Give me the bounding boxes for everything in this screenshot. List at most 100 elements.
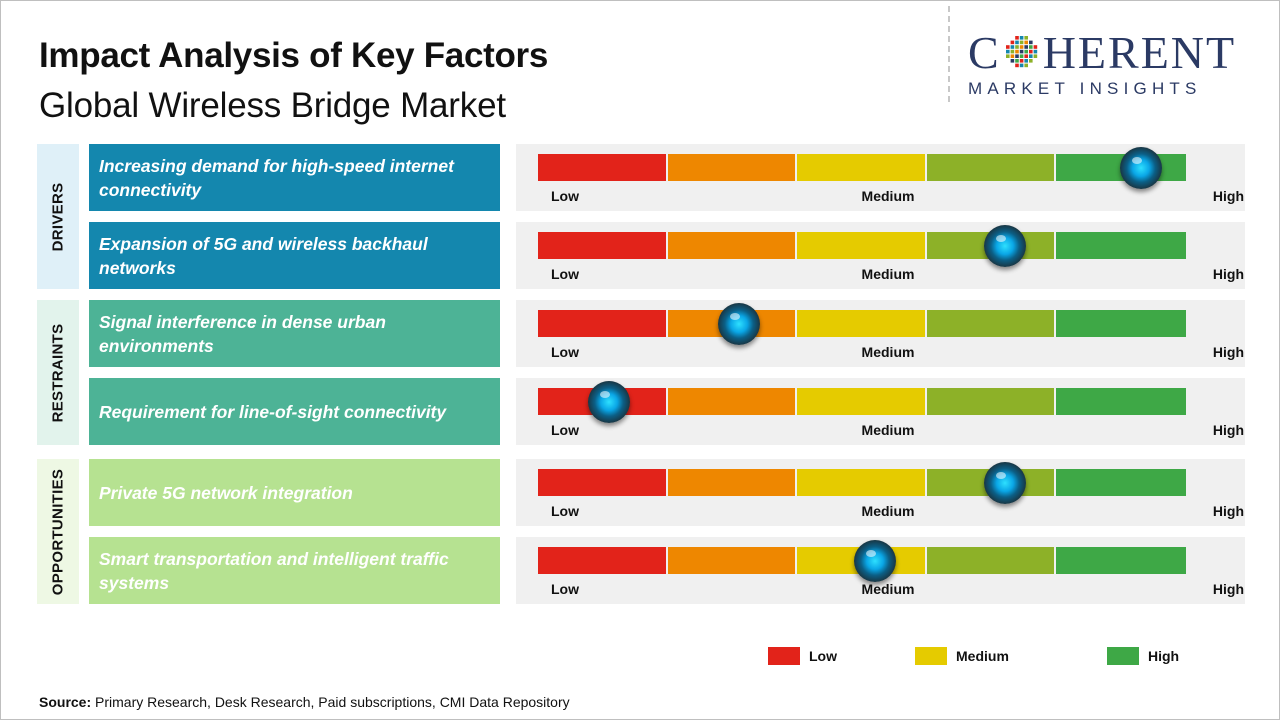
logo-mosaic-tile (1005, 54, 1010, 58)
scale-label-high: High (1212, 422, 1244, 438)
impact-scale-segment (538, 232, 666, 259)
impact-gauge: Low Medium High (516, 222, 1245, 289)
impact-scale-bar (538, 469, 1186, 496)
legend-swatch-high (1107, 647, 1139, 665)
impact-marker (983, 461, 1026, 504)
logo-mosaic-tile (1019, 59, 1024, 63)
factor-label: Signal interference in dense urban envir… (89, 300, 500, 367)
scale-label-medium: Medium (861, 422, 915, 438)
legend-label-high: High (1148, 648, 1180, 664)
logo-mosaic-tile (1019, 45, 1024, 49)
category-label-restraints: RESTRAINTS (37, 300, 79, 445)
factor-label: Increasing demand for high-speed interne… (89, 144, 500, 211)
impact-scale-segment (926, 310, 1055, 337)
impact-scale-segment (538, 469, 666, 496)
legend-label-medium: Medium (956, 648, 1009, 664)
logo-mosaic-tile (1010, 40, 1014, 45)
legend-label-low: Low (809, 648, 837, 664)
logo-mosaic-tile (1024, 63, 1028, 68)
scale-label-medium: Medium (861, 188, 915, 204)
scale-label-low: Low (551, 266, 579, 282)
logo-mosaic-tile (1028, 40, 1033, 45)
logo-mosaic-tile (1014, 63, 1019, 68)
logo-mosaic-tile (1010, 59, 1014, 63)
logo-mosaic-tile (1014, 45, 1019, 49)
header-divider (948, 6, 950, 102)
scale-label-high: High (1212, 344, 1244, 360)
logo-tagline: MARKET INSIGHTS (968, 79, 1202, 98)
legend-item-high: High (1107, 647, 1179, 665)
logo-mosaic-tile (1014, 36, 1019, 40)
category-label-drivers: DRIVERS (37, 144, 79, 289)
logo-mosaic-tile (1010, 49, 1014, 54)
impact-scale-segment (926, 547, 1055, 574)
impact-scale-segment (1056, 232, 1186, 259)
impact-scale-segment (538, 154, 666, 181)
impact-gauge: Low Medium High (516, 537, 1245, 604)
impact-scale-segment (667, 547, 796, 574)
impact-scale-segment (926, 154, 1055, 181)
impact-scale-segment (538, 547, 666, 574)
logo-letters-herent: HERENT (1042, 27, 1237, 78)
category-text: OPPORTUNITIES (49, 468, 67, 595)
legend-item-low: Low (768, 647, 837, 665)
impact-gauge: Low Medium High (516, 144, 1245, 211)
factor-label: Expansion of 5G and wireless backhaul ne… (89, 222, 500, 289)
logo-mosaic-tile (1014, 49, 1019, 54)
impact-scale-bar (538, 232, 1186, 259)
impact-scale-segment (797, 232, 925, 259)
impact-scale-segment (1056, 310, 1186, 337)
impact-scale-segment (667, 232, 796, 259)
factor-label: Private 5G network integration (89, 459, 500, 526)
legend-item-medium: Medium (915, 647, 1009, 665)
impact-marker (983, 224, 1026, 267)
logo-mosaic-tile (1024, 59, 1028, 63)
impact-scale-segment (667, 154, 796, 181)
category-text: DRIVERS (49, 182, 67, 251)
scale-label-medium: Medium (861, 266, 915, 282)
scale-label-low: Low (551, 503, 579, 519)
logo-mosaic-tile (1019, 36, 1024, 40)
impact-scale-segment (926, 388, 1055, 415)
page-subtitle: Global Wireless Bridge Market (39, 86, 506, 125)
factor-label: Smart transportation and intelligent tra… (89, 537, 500, 604)
scale-label-low: Low (551, 422, 579, 438)
impact-scale-segment (538, 310, 666, 337)
logo-mosaic-tile (1005, 49, 1010, 54)
impact-gauge: Low Medium High (516, 378, 1245, 445)
impact-scale-bar (538, 310, 1186, 337)
category-text: RESTRAINTS (49, 323, 67, 422)
scale-label-medium: Medium (861, 344, 915, 360)
impact-scale-segment (1056, 469, 1186, 496)
scale-label-low: Low (551, 344, 579, 360)
logo-mosaic-tile (1028, 49, 1033, 54)
impact-marker (1119, 146, 1162, 189)
impact-scale-segment (797, 310, 925, 337)
impact-gauge: Low Medium High (516, 459, 1245, 526)
impact-scale-bar (538, 388, 1186, 415)
impact-gauge: Low Medium High (516, 300, 1245, 367)
logo-mosaic-tile (1014, 54, 1019, 58)
logo-mosaic-tile (1033, 45, 1037, 49)
scale-label-medium: Medium (861, 581, 915, 597)
logo-mosaic-tile (1019, 54, 1024, 58)
impact-scale-segment (667, 388, 796, 415)
logo-mosaic-tile (1014, 59, 1019, 63)
logo-mosaic-tile (1028, 54, 1033, 58)
logo-mosaic-tile (1024, 49, 1028, 54)
logo-mosaic-tile (1019, 49, 1024, 54)
logo-mosaic-tile (1019, 63, 1024, 68)
logo-wordmark: C HERENT (968, 30, 1260, 76)
logo-mosaic-tile (1024, 36, 1028, 40)
source-text: Primary Research, Desk Research, Paid su… (95, 694, 570, 710)
scale-label-low: Low (551, 188, 579, 204)
logo-mosaic-tile (1010, 45, 1014, 49)
logo-mosaic-tile (1024, 40, 1028, 45)
impact-marker (717, 302, 760, 345)
impact-marker (588, 380, 631, 423)
legend-swatch-medium (915, 647, 947, 665)
source-note: Source: Primary Research, Desk Research,… (39, 694, 570, 710)
logo-letter-c: C (968, 27, 1001, 78)
category-label-opportunities: OPPORTUNITIES (37, 459, 79, 604)
logo-mosaic-tile (1024, 45, 1028, 49)
